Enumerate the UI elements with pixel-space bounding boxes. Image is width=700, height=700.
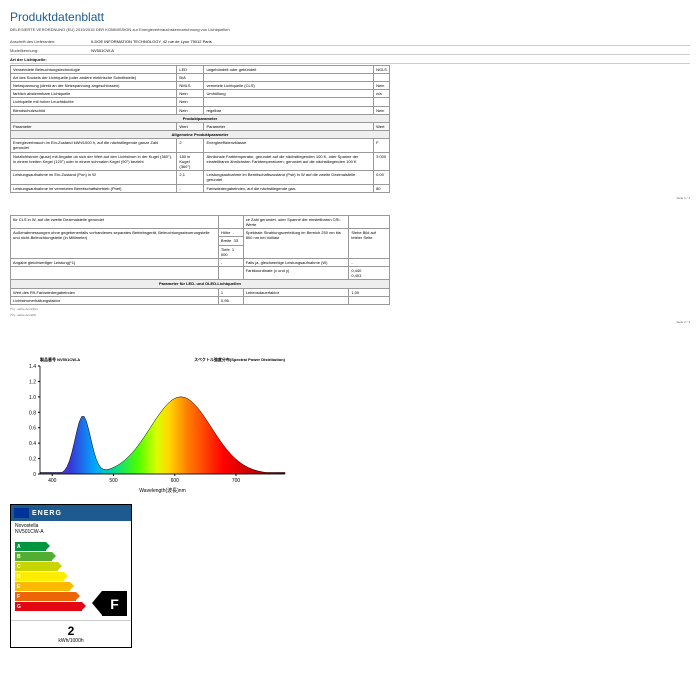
energy-class-E: E bbox=[15, 582, 70, 591]
page-num-1: Seite 1 / 3 bbox=[10, 196, 690, 200]
eu-flag-icon bbox=[14, 508, 29, 518]
spectral-chart: 0 0.2 0.4 0.6 0.8 1.0 1.2 1.4 400 500 600 700 製品番号 N… bbox=[10, 354, 290, 494]
page-num-2: Seite 2 / 3 bbox=[10, 320, 690, 324]
svg-text:400: 400 bbox=[48, 478, 57, 484]
svg-text:0: 0 bbox=[33, 472, 36, 478]
model-label: Modellkennung: bbox=[10, 48, 90, 53]
energy-title: ENERG bbox=[32, 510, 62, 517]
svg-text:1.4: 1.4 bbox=[29, 364, 36, 370]
supplier-label: Anschrift des Lieferanten: bbox=[10, 39, 90, 44]
model-row: Modellkennung: NV501CW-A bbox=[10, 47, 690, 55]
kwh-unit: kWh/1000h bbox=[58, 638, 83, 644]
energy-class-arrows: ABCDEFG bbox=[15, 541, 99, 616]
supplier-row: Anschrift des Lieferanten: ILDOE INFORMA… bbox=[10, 38, 690, 46]
params-table-2: für CLS in W, auf die zweite Dezimalstel… bbox=[10, 215, 390, 305]
page-title: Produktdatenblatt bbox=[10, 10, 690, 24]
svg-text:0.6: 0.6 bbox=[29, 426, 36, 432]
energy-model: NV501CW-A bbox=[15, 529, 127, 535]
supplier-value: ILDOE INFORMATION TECHNOLOGY, 42 rue de … bbox=[91, 39, 212, 44]
energy-class-B: B bbox=[15, 552, 52, 561]
svg-text:0.4: 0.4 bbox=[29, 441, 36, 447]
svg-text:1.0: 1.0 bbox=[29, 395, 36, 401]
svg-text:500: 500 bbox=[109, 478, 118, 484]
energy-class-D: D bbox=[15, 572, 64, 581]
regulation-text: DELEGIERTE VERORDNUNG (EU) 2019/2015 DER… bbox=[10, 27, 690, 33]
svg-text:スペクトル強度分布(Spectral Power Distr: スペクトル強度分布(Spectral Power Distribution) bbox=[194, 356, 286, 362]
footnote-2: (*2) - siehe Anm(M) bbox=[10, 313, 690, 317]
svg-text:1.2: 1.2 bbox=[29, 379, 36, 385]
svg-text:0.2: 0.2 bbox=[29, 457, 36, 463]
energy-class-G: G bbox=[15, 602, 82, 611]
energy-class-F: F bbox=[15, 592, 76, 601]
svg-text:Wavelength(波長)nm: Wavelength(波長)nm bbox=[139, 487, 186, 494]
kwh-value: 2 bbox=[68, 624, 75, 638]
energy-rating: F bbox=[102, 591, 127, 616]
svg-text:700: 700 bbox=[232, 478, 241, 484]
svg-text:600: 600 bbox=[171, 478, 180, 484]
energy-label: ENERG Novostella NV501CW-A ABCDEFG F 2 k… bbox=[10, 504, 132, 648]
light-type-label: Art der Lichtquelle: bbox=[10, 56, 690, 64]
footnote-1: (*1) - siehe Anm(Z)m bbox=[10, 307, 690, 311]
energy-class-C: C bbox=[15, 562, 58, 571]
svg-text:0.8: 0.8 bbox=[29, 410, 36, 416]
model-value: NV501CW-A bbox=[91, 48, 114, 53]
svg-text:製品番号 NV501CW-A: 製品番号 NV501CW-A bbox=[39, 356, 80, 362]
light-type-table: Verwendete BeleuchtungstechnologieLEDung… bbox=[10, 65, 390, 193]
energy-class-A: A bbox=[15, 542, 46, 551]
